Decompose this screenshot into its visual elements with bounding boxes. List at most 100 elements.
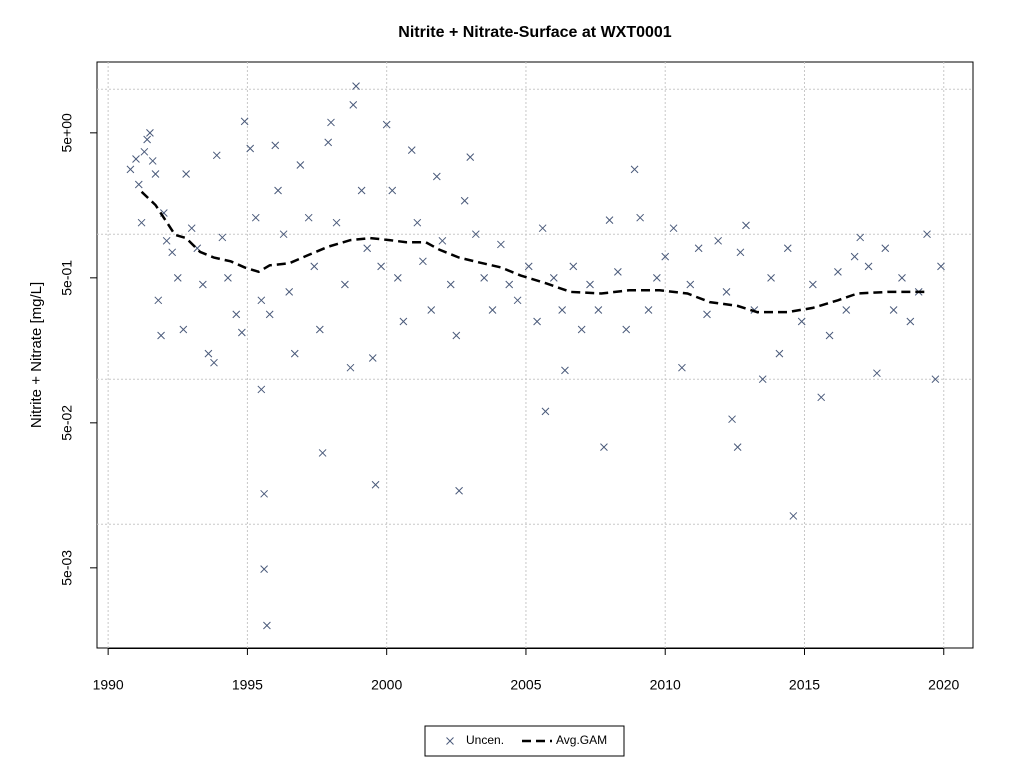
marker-stroke [577, 325, 586, 334]
data-point [260, 489, 268, 498]
marker-stroke [296, 161, 305, 169]
marker-stroke [193, 244, 202, 253]
data-point [296, 161, 305, 169]
marker-stroke [694, 244, 703, 253]
marker-stroke [614, 267, 622, 276]
marker-stroke [162, 236, 171, 245]
marker-stroke [271, 141, 280, 150]
data-point [324, 138, 333, 147]
data-point [460, 196, 469, 205]
y-axis-label: Nitrite + Nitrate [mg/L] [28, 282, 45, 428]
data-point [864, 262, 873, 271]
marker-stroke [419, 257, 427, 266]
marker-stroke [586, 280, 594, 289]
data-point [285, 288, 294, 296]
marker-stroke [714, 236, 722, 245]
marker-stroke [157, 331, 165, 340]
marker-stroke [341, 280, 349, 289]
data-point [382, 120, 391, 129]
data-point [577, 325, 586, 334]
x-tick-label: 2010 [650, 677, 681, 693]
data-point [327, 118, 335, 127]
marker-stroke [722, 288, 731, 296]
data-point [137, 218, 146, 227]
marker-stroke [168, 248, 177, 257]
marker-stroke [357, 186, 366, 195]
marker-stroke [265, 310, 274, 319]
data-point [198, 280, 207, 289]
marker-stroke [187, 224, 196, 233]
marker-stroke [460, 196, 469, 205]
data-point [310, 262, 319, 271]
marker-stroke [622, 325, 631, 334]
marker-stroke [290, 349, 299, 358]
data-point [427, 306, 436, 314]
data-point [669, 224, 678, 233]
data-point [630, 165, 639, 174]
data-point [733, 443, 742, 451]
data-point [594, 306, 603, 314]
marker-stroke [251, 213, 260, 222]
marker-stroke [279, 230, 288, 239]
marker-stroke [455, 486, 463, 495]
data-point [605, 216, 614, 224]
data-point [246, 144, 255, 153]
data-point [377, 262, 385, 271]
data-point [218, 233, 227, 242]
data-point [265, 310, 274, 319]
marker-stroke [505, 280, 514, 289]
data-point [881, 244, 890, 253]
marker-stroke [260, 565, 268, 573]
data-point [714, 236, 722, 245]
data-point [357, 186, 366, 195]
marker-stroke [218, 233, 227, 242]
data-point [686, 280, 695, 289]
data-point [622, 325, 631, 334]
marker-stroke [148, 157, 157, 165]
data-point [240, 117, 249, 126]
data-point [561, 366, 569, 375]
marker-stroke [352, 82, 360, 90]
data-point [290, 349, 299, 358]
data-point [586, 280, 594, 289]
marker-stroke [733, 443, 742, 451]
marker-stroke [881, 244, 890, 253]
marker-stroke [898, 273, 906, 282]
marker-stroke [382, 120, 391, 129]
marker-stroke [399, 317, 408, 326]
marker-stroke [558, 306, 567, 314]
data-point [318, 449, 327, 457]
data-point [304, 213, 313, 222]
marker-stroke [232, 310, 241, 319]
marker-stroke [758, 375, 767, 384]
data-point [146, 128, 154, 137]
marker-stroke [742, 221, 750, 230]
data-point [399, 317, 408, 326]
data-point [279, 230, 288, 239]
data-point [187, 224, 196, 233]
plot-frame [96, 61, 974, 649]
data-point [541, 407, 550, 416]
data-point [471, 230, 480, 239]
marker-stroke [154, 296, 163, 305]
marker-stroke [310, 262, 319, 271]
data-point [497, 240, 505, 249]
data-point [558, 306, 567, 314]
marker-stroke [471, 230, 480, 239]
data-point [151, 170, 160, 178]
marker-stroke [137, 218, 146, 227]
marker-stroke [438, 236, 447, 245]
marker-stroke [143, 135, 151, 144]
marker-stroke [134, 180, 143, 189]
marker-stroke [524, 262, 533, 271]
marker-stroke [797, 317, 806, 326]
data-point [126, 165, 135, 174]
data-point [937, 262, 945, 271]
marker-stroke [257, 296, 266, 305]
data-point [346, 363, 355, 372]
data-point [143, 135, 151, 144]
marker-stroke [427, 306, 436, 314]
data-point [614, 267, 622, 276]
marker-stroke [446, 737, 454, 745]
data-point [446, 280, 455, 289]
